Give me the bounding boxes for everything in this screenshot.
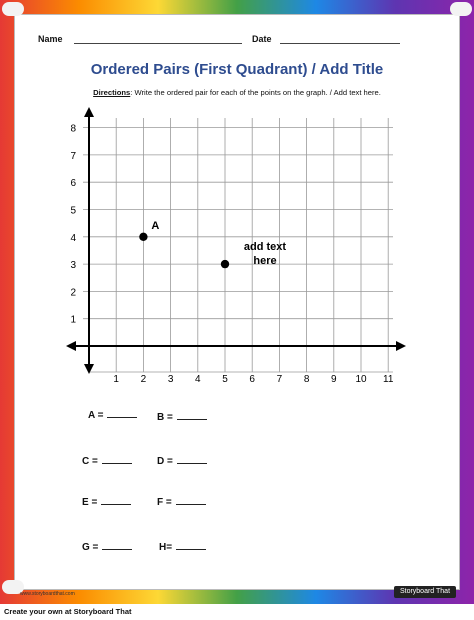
x-tick-label: 3 <box>168 374 174 385</box>
answer-label: B = <box>157 412 173 423</box>
answer-h[interactable]: H= <box>159 541 207 553</box>
y-tick-label: 5 <box>70 206 76 217</box>
y-axis-arrow-top <box>84 107 94 117</box>
directions-text: : Write the ordered pair for each of the… <box>130 88 381 97</box>
axes <box>66 107 406 374</box>
x-tick-label: 8 <box>304 374 310 385</box>
x-tick-label: 9 <box>331 374 337 385</box>
answer-label: C = <box>82 456 98 467</box>
x-tick-label: 7 <box>277 374 283 385</box>
answer-blank[interactable] <box>176 541 207 550</box>
answer-label: H= <box>159 542 173 553</box>
answer-c[interactable]: C = <box>82 455 132 467</box>
answer-blank[interactable] <box>101 455 132 464</box>
answer-f[interactable]: F = <box>157 496 206 508</box>
answer-label: E = <box>82 497 98 508</box>
answer-blank[interactable] <box>101 496 132 505</box>
directions-label: Directions <box>93 88 131 97</box>
answer-label: A = <box>88 410 104 421</box>
y-tick-label: 6 <box>70 178 76 189</box>
y-axis-arrow-bottom <box>84 364 94 374</box>
y-tick-label: 4 <box>70 233 76 244</box>
data-point <box>220 259 230 269</box>
y-tick-label: 2 <box>70 287 76 298</box>
y-tick-label: 1 <box>70 315 76 326</box>
cloud-decoration <box>450 2 472 16</box>
x-tick-label: 11 <box>383 374 394 385</box>
answer-a[interactable]: A = <box>88 409 138 421</box>
date-label: Date <box>252 34 272 44</box>
answer-g[interactable]: G = <box>82 541 133 553</box>
cloud-decoration <box>2 580 24 594</box>
annotation-line-1: add text <box>244 241 287 253</box>
y-tick-label: 3 <box>70 260 76 271</box>
answer-blank[interactable] <box>107 409 138 418</box>
name-field[interactable] <box>74 43 242 44</box>
page-title: Ordered Pairs (First Quadrant) / Add Tit… <box>90 61 384 78</box>
directions: Directions: Write the ordered pair for e… <box>0 88 474 97</box>
x-tick-label: 10 <box>355 374 367 385</box>
x-tick-label: 2 <box>141 374 147 385</box>
answer-d[interactable]: D = <box>157 455 207 467</box>
x-tick-label: 5 <box>222 374 228 385</box>
answer-label: F = <box>157 497 172 508</box>
answer-label: G = <box>82 542 99 553</box>
data-point <box>139 232 148 241</box>
storyboard-logo[interactable]: Storyboard That <box>394 586 456 598</box>
answer-blank[interactable] <box>175 496 206 505</box>
answer-blank[interactable] <box>176 455 207 464</box>
watermark-url: www.storyboardthat.com <box>20 591 75 597</box>
answer-blank[interactable] <box>102 541 133 550</box>
footer-text[interactable]: Create your own at Storyboard That <box>0 604 474 620</box>
name-label: Name <box>38 34 63 44</box>
answer-e[interactable]: E = <box>82 496 132 508</box>
x-axis-arrow-left <box>66 341 76 351</box>
y-tick-label: 8 <box>70 124 76 135</box>
x-tick-label: 1 <box>113 374 119 385</box>
cloud-decoration <box>2 2 24 16</box>
x-tick-label: 4 <box>195 374 201 385</box>
y-tick-label: 7 <box>70 151 76 162</box>
date-field[interactable] <box>280 43 400 44</box>
answer-label: D = <box>157 456 173 467</box>
data-points: A <box>139 220 230 269</box>
answer-blank[interactable] <box>176 411 207 420</box>
grid-lines <box>83 118 393 373</box>
x-tick-label: 6 <box>249 374 255 385</box>
point-label: A <box>151 220 159 232</box>
x-axis-arrow-right <box>396 341 406 351</box>
answer-b[interactable]: B = <box>157 411 207 423</box>
annotation-line-2: here <box>253 255 276 267</box>
